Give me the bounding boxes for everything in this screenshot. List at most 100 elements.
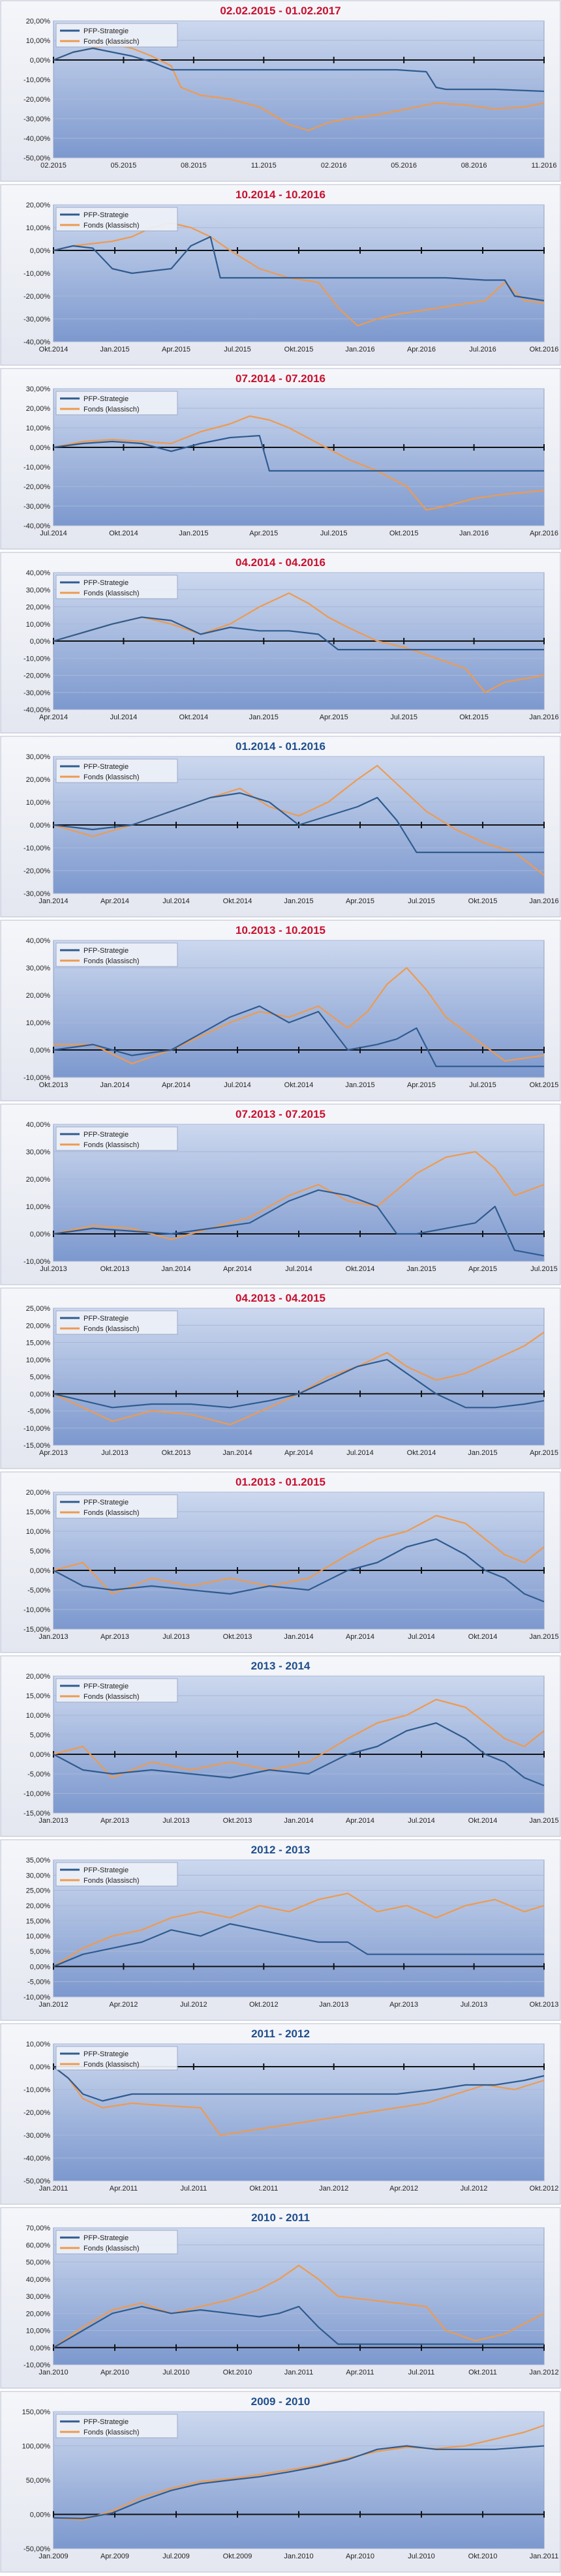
y-tick-label: -10,00% xyxy=(23,1606,50,1614)
x-tick-label: Jan.2016 xyxy=(529,713,558,721)
chart-title: 10.2013 - 10.2015 xyxy=(235,924,326,936)
x-tick-label: Okt.2013 xyxy=(39,1081,68,1089)
chart-svg: 07.2013 - 07.2015 -10,00% 0,00% 10,00% 20,00… xyxy=(0,1103,561,1285)
chart-svg: 2010 - 2011 -10,00% 0,00% 10,00% 20,00% 30,00… xyxy=(0,2207,561,2389)
x-tick-label: Jan.2016 xyxy=(345,346,374,353)
y-tick-label: -10,00% xyxy=(23,464,50,472)
chart-title: 2010 - 2011 xyxy=(251,2211,310,2224)
y-tick-label: 20,00% xyxy=(26,604,51,612)
legend-fund-label: Fonds (klassisch) xyxy=(83,957,140,965)
x-tick-label: Apr.2014 xyxy=(100,897,129,905)
y-tick-label: 30,00% xyxy=(26,385,51,393)
chart-legend: PFP-Strategie Fonds (klassisch) xyxy=(55,391,178,415)
x-tick-label: Apr.2014 xyxy=(162,1081,190,1089)
x-tick-label: Jan.2015 xyxy=(284,897,313,905)
y-tick-label: -10,00% xyxy=(23,655,50,663)
x-tick-label: Jul.2015 xyxy=(224,346,251,353)
y-tick-label: 25,00% xyxy=(26,1305,51,1313)
chart-title: 2013 - 2014 xyxy=(251,1660,311,1672)
x-tick-label: Jan.2009 xyxy=(38,2553,68,2560)
y-tick-label: 20,00% xyxy=(26,2310,51,2318)
x-tick-label: Apr.2014 xyxy=(346,1817,374,1825)
chart-panel: 10.2014 - 10.2016 -40,00% -30,00% -20,00% -1… xyxy=(0,184,561,368)
x-tick-label: Okt.2012 xyxy=(249,2001,279,2009)
y-tick-label: 150,00% xyxy=(22,2408,51,2416)
x-tick-label: Apr.2014 xyxy=(223,1265,252,1273)
y-tick-label: 20,00% xyxy=(26,1489,51,1497)
y-tick-label: 30,00% xyxy=(26,965,51,972)
y-tick-label: -30,00% xyxy=(23,689,50,697)
series-line-strategy xyxy=(53,235,545,302)
legend-fund-label: Fonds (klassisch) xyxy=(83,222,140,230)
chart-svg: 02.02.2015 - 01.02.2017 -50,00% -40,00% -30… xyxy=(0,0,561,182)
legend-fund-label: Fonds (klassisch) xyxy=(83,38,140,46)
legend-box xyxy=(55,2414,178,2438)
x-tick-label: Jan.2015 xyxy=(249,713,279,721)
legend-box xyxy=(55,1126,178,1151)
y-tick-label: -50,00% xyxy=(23,2545,50,2553)
y-tick-label: -5,00% xyxy=(27,1771,50,1778)
y-tick-label: 10,00% xyxy=(26,37,51,45)
chart-panel: 01.2013 - 01.2015 -15,00% -10,00% -5,00% 0,0… xyxy=(0,1471,561,1655)
chart-legend: PFP-Strategie Fonds (klassisch) xyxy=(55,207,178,232)
y-tick-label: 0,00% xyxy=(30,638,50,646)
x-tick-label: Jan.2015 xyxy=(529,1817,558,1825)
legend-fund-label: Fonds (klassisch) xyxy=(83,406,140,413)
x-tick-label: Jul.2013 xyxy=(162,1817,190,1825)
x-tick-label: Okt.2014 xyxy=(109,530,138,537)
y-tick-label: -50,00% xyxy=(23,155,50,162)
x-tick-label: Okt.2015 xyxy=(468,897,498,905)
y-tick-label: -20,00% xyxy=(23,672,50,680)
x-tick-label: Jul.2014 xyxy=(40,530,67,537)
y-tick-label: -40,00% xyxy=(23,706,50,714)
chart-title: 04.2014 - 04.2016 xyxy=(235,556,326,569)
series-line-strategy xyxy=(53,616,544,651)
chart-panel: 2009 - 2010 -50,00% 0,00% 50,00% 100,00% 150,… xyxy=(0,2391,561,2575)
x-tick-label: Okt.2013 xyxy=(530,2001,559,2009)
x-tick-label: Okt.2011 xyxy=(468,2369,497,2376)
legend-box xyxy=(55,575,178,599)
x-tick-label: Jul.2015 xyxy=(469,1081,496,1089)
x-tick-label: 08.2016 xyxy=(461,162,487,170)
chart-legend: PFP-Strategie Fonds (klassisch) xyxy=(55,1310,178,1335)
x-tick-label: Okt.2014 xyxy=(284,1081,314,1089)
x-tick-label: Apr.2015 xyxy=(249,530,278,537)
y-tick-label: 0,00% xyxy=(30,2063,50,2071)
y-tick-label: 20,00% xyxy=(26,18,51,25)
chart-title: 10.2014 - 10.2016 xyxy=(235,188,326,201)
y-tick-label: 40,00% xyxy=(26,1121,51,1129)
series-line-fund xyxy=(53,1150,545,1240)
legend-fund-label: Fonds (klassisch) xyxy=(83,1509,140,1517)
y-tick-label: 0,00% xyxy=(30,822,50,830)
y-tick-label: -20,00% xyxy=(23,96,50,104)
y-tick-label: 0,00% xyxy=(30,57,50,65)
legend-box xyxy=(55,207,178,232)
y-tick-label: 30,00% xyxy=(26,2293,51,2301)
chart-panel: 2011 - 2012 -50,00% -40,00% -30,00% -20,00% -… xyxy=(0,2023,561,2207)
legend-fund-label: Fonds (klassisch) xyxy=(83,1693,140,1701)
y-tick-label: -40,00% xyxy=(23,135,50,143)
series-line-strategy xyxy=(53,2305,544,2348)
x-tick-label: Jan.2015 xyxy=(529,1633,558,1641)
y-tick-label: 0,00% xyxy=(30,2344,50,2352)
legend-box xyxy=(55,2046,178,2071)
x-tick-label: Okt.2014 xyxy=(468,1817,498,1825)
y-tick-label: -30,00% xyxy=(23,503,50,511)
y-tick-label: -20,00% xyxy=(23,293,50,301)
y-tick-label: 15,00% xyxy=(26,1917,51,1925)
chart-title: 01.2014 - 01.2016 xyxy=(235,740,326,753)
y-tick-label: -30,00% xyxy=(23,2132,50,2140)
x-tick-label: Jan.2012 xyxy=(319,2185,348,2193)
chart-panel: 2013 - 2014 -15,00% -10,00% -5,00% 0,00% 5,00… xyxy=(0,1655,561,1839)
x-tick-label: Okt.2013 xyxy=(100,1265,130,1273)
x-tick-label: Jan.2012 xyxy=(38,2001,68,2009)
x-tick-label: Okt.2014 xyxy=(346,1265,375,1273)
y-tick-label: -10,00% xyxy=(23,2086,50,2094)
series-line-strategy xyxy=(53,1189,545,1257)
legend-strategy-label: PFP-Strategie xyxy=(83,947,129,955)
chart-legend: PFP-Strategie Fonds (klassisch) xyxy=(55,2230,178,2254)
x-tick-label: Jul.2009 xyxy=(162,2553,190,2560)
chart-panel: 10.2013 - 10.2015 -10,00% 0,00% 10,00% 20,00… xyxy=(0,920,561,1103)
legend-strategy-label: PFP-Strategie xyxy=(83,1866,129,1874)
y-tick-label: 10,00% xyxy=(26,425,51,432)
